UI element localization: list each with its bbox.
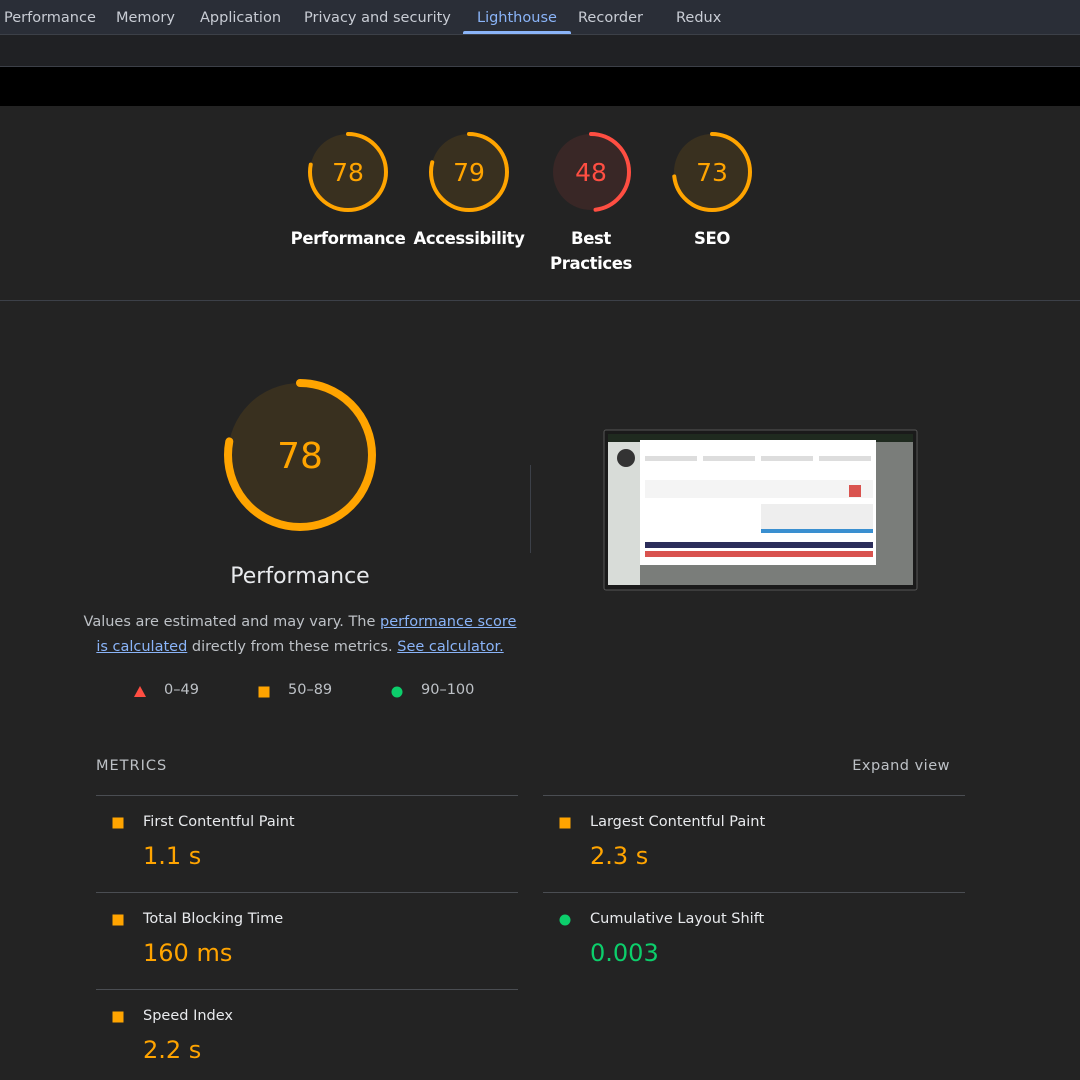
icon-square bbox=[112, 914, 124, 926]
text: directly from these metrics. bbox=[187, 639, 398, 655]
metric-name: Total Blocking Time bbox=[143, 911, 284, 927]
gauge-label: SEO bbox=[694, 229, 730, 248]
gauges-section bbox=[0, 106, 1080, 301]
metric-value: 2.3 s bbox=[590, 842, 649, 870]
metric-name: Speed Index bbox=[143, 1008, 233, 1024]
metric-value: 0.003 bbox=[590, 939, 659, 967]
gauge-label: Performance bbox=[290, 229, 406, 248]
gauge-arc bbox=[224, 379, 376, 531]
separator bbox=[96, 892, 518, 893]
separator bbox=[543, 795, 965, 796]
tab[interactable]: Recorder bbox=[578, 10, 643, 26]
tab[interactable]: Performance bbox=[4, 10, 96, 26]
link[interactable]: See calculator. bbox=[397, 639, 504, 655]
separator bbox=[96, 795, 518, 796]
tab[interactable]: Lighthouse bbox=[463, 0, 571, 34]
icon-circle bbox=[559, 914, 571, 926]
separator bbox=[96, 989, 518, 990]
icon-square bbox=[258, 686, 270, 698]
metrics-title: METRICS bbox=[96, 758, 168, 774]
icon-square bbox=[112, 817, 124, 829]
link[interactable]: performance score is calculated bbox=[96, 614, 517, 655]
tab[interactable]: Privacy and security bbox=[304, 10, 451, 26]
icon-square bbox=[112, 1011, 124, 1023]
tab[interactable]: Redux bbox=[676, 10, 722, 26]
expand-view[interactable]: Expand view bbox=[852, 758, 950, 774]
separator bbox=[543, 892, 965, 893]
metric-name: First Contentful Paint bbox=[143, 814, 295, 830]
gauge-label: Best Practices bbox=[550, 229, 632, 273]
description: Values are estimated and may vary. The p… bbox=[80, 610, 520, 660]
main-title: Performance bbox=[230, 564, 370, 589]
text: Values are estimated and may vary. The bbox=[83, 614, 381, 630]
metric-name: Cumulative Layout Shift bbox=[590, 911, 765, 927]
gauge-bg bbox=[228, 383, 372, 527]
legend-label: 90–100 bbox=[421, 682, 475, 698]
legend-label: 50–89 bbox=[288, 682, 333, 698]
toolbar bbox=[0, 35, 1080, 67]
screenshot-thumbnail bbox=[603, 429, 918, 591]
report-header bbox=[0, 67, 1080, 106]
gauge-score: 78 bbox=[277, 436, 323, 477]
metric-name: Largest Contentful Paint bbox=[590, 814, 766, 830]
tab[interactable]: Memory bbox=[116, 10, 175, 26]
metric-value: 160 ms bbox=[143, 939, 233, 967]
metric-value: 1.1 s bbox=[143, 842, 202, 870]
icon-square bbox=[559, 817, 571, 829]
metric-value: 2.2 s bbox=[143, 1036, 202, 1064]
tab[interactable]: Application bbox=[200, 10, 282, 26]
gauge-label: Accessibility bbox=[413, 229, 525, 248]
icon-circle bbox=[391, 686, 403, 698]
icon-triangle bbox=[134, 686, 146, 697]
legend-label: 0–49 bbox=[164, 682, 199, 698]
tab-bar: Performance Memory Application Privacy and … bbox=[0, 0, 1080, 35]
